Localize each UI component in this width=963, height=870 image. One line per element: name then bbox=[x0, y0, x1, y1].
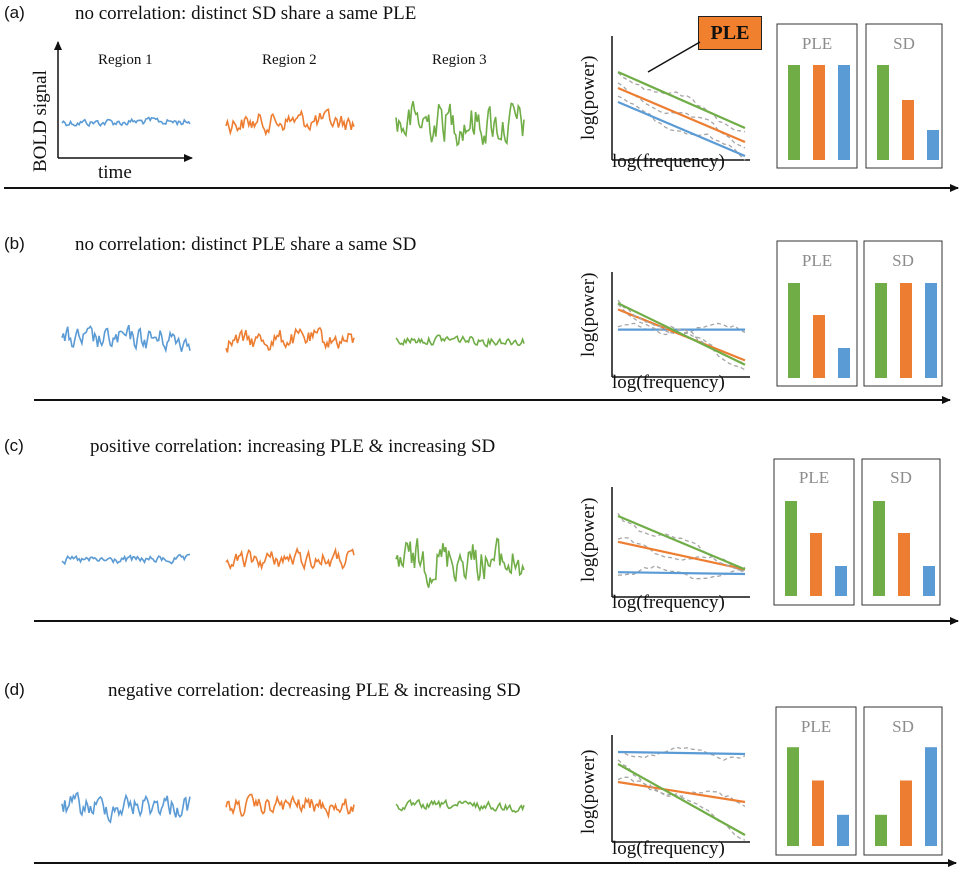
blue-raw-spectrum-a bbox=[617, 95, 746, 161]
region-3-signal-trace-b bbox=[395, 334, 525, 348]
ple-box-c bbox=[773, 458, 855, 606]
ple-bar-green-d bbox=[787, 747, 799, 846]
ple-bar-green-c bbox=[785, 501, 797, 596]
blue-spectrum-fit-a bbox=[617, 100, 746, 158]
region-1-signal-trace-d bbox=[61, 791, 191, 824]
region-2-label: Region 2 bbox=[262, 52, 317, 68]
panel-label-b: (b) bbox=[4, 234, 25, 253]
ple-bar-blue-b bbox=[838, 348, 850, 378]
sd-bar-orange-c bbox=[898, 533, 910, 596]
sd-bar-blue-c bbox=[923, 566, 935, 596]
region-1-signal-trace-b bbox=[61, 324, 191, 354]
ple-bar-green-b bbox=[788, 283, 800, 378]
spectrum-axes-d bbox=[611, 735, 750, 843]
blue-raw-spectrum-c bbox=[617, 565, 746, 580]
panel-label-d: (d) bbox=[4, 680, 25, 699]
sd-box-title-c: SD bbox=[890, 468, 912, 487]
ple-bar-green-a bbox=[788, 65, 800, 160]
blue-raw-spectrum-d bbox=[617, 746, 746, 761]
ple-box-a bbox=[776, 23, 858, 169]
region-3-signal-trace-d bbox=[395, 798, 525, 814]
spectrum-x-label-d: log(frequency) bbox=[612, 838, 725, 859]
green-spectrum-fit-d bbox=[617, 763, 746, 836]
sd-bar-orange-b bbox=[900, 283, 912, 378]
green-raw-spectrum-b bbox=[617, 299, 746, 371]
sd-bar-orange-a bbox=[902, 100, 914, 160]
ple-bar-orange-d bbox=[812, 780, 824, 846]
ple-bar-blue-d bbox=[837, 814, 849, 846]
sd-box-title-a: SD bbox=[893, 34, 915, 53]
region-2-signal-trace-c bbox=[225, 546, 355, 572]
sd-box-title-b: SD bbox=[892, 251, 914, 270]
ple-bar-orange-b bbox=[813, 315, 825, 378]
green-spectrum-fit-c bbox=[617, 514, 746, 571]
blue-spectrum-fit-c bbox=[617, 571, 746, 576]
generated-marks bbox=[61, 65, 939, 846]
orange-spectrum-fit-d bbox=[617, 780, 746, 804]
spectrum-axes-a bbox=[611, 36, 750, 161]
sd-box-title-d: SD bbox=[892, 717, 914, 736]
sd-bar-blue-a bbox=[927, 130, 939, 160]
sd-bar-blue-d bbox=[925, 747, 937, 846]
ple-box-d bbox=[775, 706, 857, 856]
ple-box-title-d: PLE bbox=[800, 717, 832, 736]
green-spectrum-fit-b bbox=[617, 302, 746, 366]
ple-box-b bbox=[776, 240, 858, 387]
ple-callout-pointer bbox=[647, 41, 701, 73]
orange-spectrum-fit-c bbox=[617, 540, 746, 571]
region-1-signal-trace-c bbox=[61, 553, 191, 566]
sd-bar-green-b bbox=[875, 283, 887, 378]
sd-box-b bbox=[863, 240, 943, 387]
ple-box-title-a: PLE bbox=[801, 34, 833, 53]
panel-title-c: positive correlation: increasing PLE & i… bbox=[90, 436, 496, 457]
blue-spectrum-fit-d bbox=[617, 750, 746, 756]
panel-label-c: (c) bbox=[4, 436, 24, 455]
green-spectrum-fit-a bbox=[617, 70, 746, 130]
region-3-label: Region 3 bbox=[432, 52, 487, 68]
region-2-signal-trace-a bbox=[225, 108, 355, 137]
panel-title-b: no correlation: distinct PLE share a sam… bbox=[75, 234, 417, 255]
panel-title-a: no correlation: distinct SD share a same… bbox=[75, 3, 417, 24]
sd-bar-blue-b bbox=[925, 283, 937, 378]
green-raw-spectrum-c bbox=[617, 513, 746, 574]
blue-raw-spectrum-b bbox=[617, 322, 746, 336]
ple-bar-orange-a bbox=[813, 65, 825, 160]
region-1-signal-trace-a bbox=[61, 116, 191, 128]
region-2-signal-trace-d bbox=[225, 793, 355, 820]
orange-spectrum-fit-a bbox=[617, 86, 746, 144]
orange-raw-spectrum-d bbox=[617, 776, 746, 807]
sd-bar-green-d bbox=[875, 814, 887, 846]
panel-label-a: (a) bbox=[4, 3, 25, 22]
region-1-label: Region 1 bbox=[98, 52, 153, 68]
spectrum-axes-c bbox=[611, 487, 750, 598]
spectrum-x-label-a: log(frequency) bbox=[612, 151, 725, 172]
sd-bar-orange-d bbox=[900, 780, 912, 846]
ple-box-title-c: PLE bbox=[798, 468, 830, 487]
ple-callout: PLE bbox=[698, 16, 762, 50]
sd-box-c bbox=[861, 458, 941, 606]
sd-box-a bbox=[865, 23, 943, 169]
region-2-signal-trace-b bbox=[225, 326, 355, 353]
sd-box-d bbox=[863, 706, 943, 856]
sd-bar-green-c bbox=[873, 501, 885, 596]
green-raw-spectrum-a bbox=[617, 72, 746, 133]
ple-box-title-b: PLE bbox=[801, 251, 833, 270]
time-axis-label: time bbox=[98, 162, 132, 183]
panel-title-d: negative correlation: decreasing PLE & i… bbox=[108, 680, 521, 701]
region-3-signal-trace-c bbox=[395, 537, 525, 588]
ple-bar-orange-c bbox=[810, 533, 822, 596]
sd-bar-green-a bbox=[877, 65, 889, 160]
ple-bar-blue-a bbox=[838, 65, 850, 160]
region-3-signal-trace-a bbox=[395, 101, 525, 147]
ple-bar-blue-c bbox=[835, 566, 847, 596]
spectrum-axes-b bbox=[611, 272, 750, 378]
